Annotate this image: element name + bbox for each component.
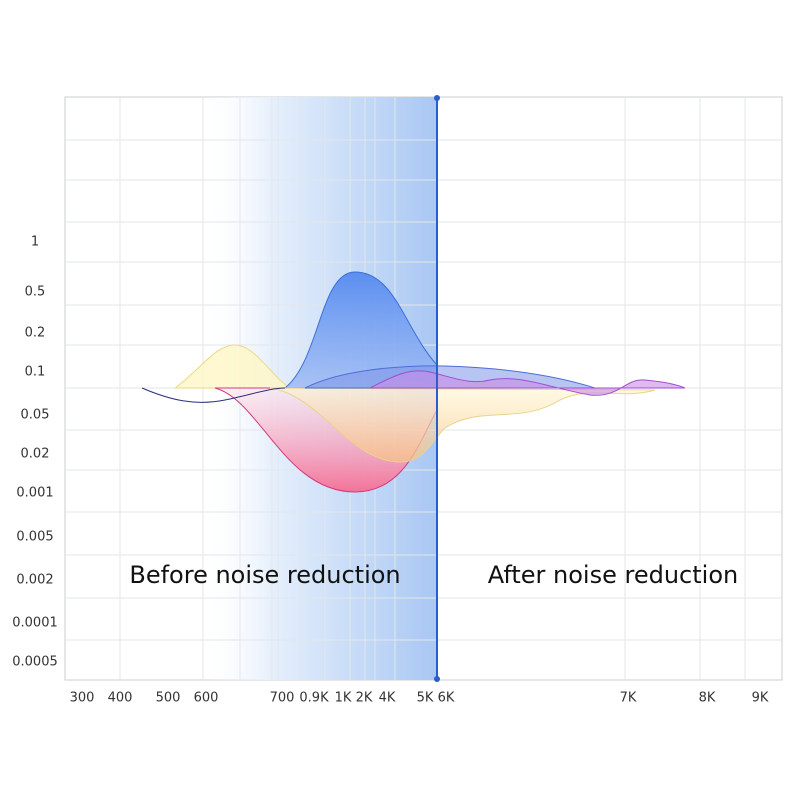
x-tick-label: 8K [699, 691, 716, 706]
x-tick-label: 2K [356, 691, 373, 706]
y-tick-label: 1 [31, 235, 39, 250]
y-tick-label: 0.0001 [12, 616, 58, 631]
divider-handle [434, 676, 440, 682]
y-tick-label: 0.1 [25, 365, 46, 380]
y-tick-label: 0.02 [21, 447, 50, 462]
x-tick-label: 7K [620, 691, 637, 706]
x-axis: 300 400 500 600 700 0.9K 1K 2K 4K 5K 6K 7K 8K 9K [70, 691, 769, 706]
dark-line [141, 387, 286, 403]
panel-label: Before noise reduction [129, 561, 400, 589]
divider-handle [434, 95, 440, 101]
y-tick-label: 0.0005 [12, 655, 58, 670]
x-tick-label: 4K [379, 691, 396, 706]
y-tick-label: 0.001 [16, 486, 53, 501]
y-tick-label: 0.002 [16, 573, 53, 588]
y-tick-label: 0.005 [16, 530, 53, 545]
x-tick-label: 500 [156, 691, 181, 706]
yellow-hump [173, 344, 292, 389]
x-tick-label: 0.9K [299, 691, 329, 706]
y-tick-label: 0.2 [25, 326, 46, 341]
panel-label: After noise reduction [488, 561, 738, 589]
x-tick-label: 5K [417, 691, 434, 706]
x-tick-label: 400 [108, 691, 133, 706]
y-axis: 1 0.5 0.2 0.1 0.05 0.02 0.001 0.005 0.002 0.0001 0… [12, 235, 58, 670]
x-tick-label: 9K [752, 691, 769, 706]
x-tick-label: 6K [438, 691, 455, 706]
y-tick-label: 0.05 [21, 408, 50, 423]
blue-hump [283, 271, 438, 389]
x-tick-label: 700 [270, 691, 295, 706]
x-tick-label: 600 [194, 691, 219, 706]
x-tick-label: 300 [70, 691, 95, 706]
magenta-wave [369, 370, 686, 396]
y-tick-label: 0.5 [25, 285, 46, 300]
x-tick-label: 1K [335, 691, 352, 706]
curves [141, 271, 686, 493]
